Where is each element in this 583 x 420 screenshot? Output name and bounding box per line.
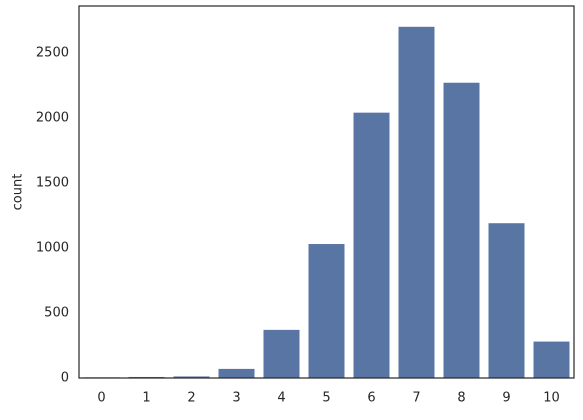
y-tick-label: 2500 bbox=[36, 45, 69, 60]
bar bbox=[218, 368, 255, 378]
x-tick-label: 4 bbox=[277, 391, 285, 406]
y-tick-label: 1000 bbox=[36, 240, 69, 255]
y-tick-label: 0 bbox=[61, 371, 69, 386]
x-tick-label: 8 bbox=[457, 391, 465, 406]
x-tick-label: 0 bbox=[97, 391, 105, 406]
y-tick-label: 1500 bbox=[36, 175, 69, 190]
x-tick-label: 5 bbox=[322, 391, 330, 406]
x-tick-label: 6 bbox=[367, 391, 375, 406]
plot-frame bbox=[78, 5, 575, 379]
x-tick-label: 10 bbox=[543, 391, 560, 406]
bar bbox=[263, 329, 300, 378]
x-tick-label: 9 bbox=[502, 391, 510, 406]
bar bbox=[398, 26, 435, 379]
y-tick-label: 500 bbox=[44, 305, 69, 320]
x-tick-label: 3 bbox=[232, 391, 240, 406]
bar bbox=[353, 112, 390, 378]
bar bbox=[173, 376, 210, 378]
x-tick-label: 2 bbox=[187, 391, 195, 406]
x-tick-label: 7 bbox=[412, 391, 420, 406]
y-tick-label: 2000 bbox=[36, 110, 69, 125]
bar bbox=[488, 223, 525, 378]
y-axis-label: count bbox=[11, 174, 26, 211]
x-tick-label: 1 bbox=[142, 391, 150, 406]
bar bbox=[443, 82, 480, 378]
bar bbox=[533, 341, 570, 378]
bar bbox=[308, 244, 345, 378]
